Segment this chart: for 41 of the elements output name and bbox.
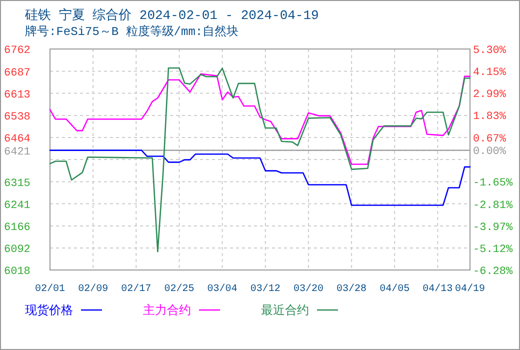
chart-title: 硅铁 宁夏 综合价 2024-02-01 - 2024-04-19 <box>24 7 319 23</box>
x-tick-label: 02/01 <box>34 283 66 295</box>
y2-tick-label: 1.83% <box>473 111 506 124</box>
y-tick-label: 6241 <box>4 200 31 212</box>
chart-subtitle: 牌号:FeSi75～B 粒度等级/mm:自然块 <box>25 24 239 39</box>
y2-tick-label: -3.97% <box>473 222 514 234</box>
y2-tick-label: -6.28% <box>473 266 514 278</box>
y2-tick-label: 5.30% <box>473 45 506 57</box>
y2-tick-label: 0.67% <box>473 133 506 146</box>
y-tick-label: 6315 <box>4 178 30 190</box>
y2-tick-label: -5.12% <box>473 244 514 256</box>
y-tick-label: 6464 <box>4 134 31 146</box>
y2-tick-label: -2.81% <box>473 200 514 212</box>
x-tick-label: 02/09 <box>78 283 108 295</box>
x-tick-label: 02/17 <box>121 283 152 295</box>
legend-label: 主力合约 <box>143 303 191 317</box>
x-tick-label: 04/19 <box>454 283 486 295</box>
x-tick-label: 04/13 <box>422 283 453 295</box>
y-tick-label: 6421 <box>4 146 31 158</box>
y-tick-label: 6762 <box>4 45 30 57</box>
y-tick-label: 6018 <box>4 266 30 278</box>
legend-label: 现货价格 <box>25 303 73 317</box>
x-tick-label: 03/20 <box>293 283 324 295</box>
line-series <box>49 150 471 206</box>
y2-tick-label: -1.65% <box>473 178 514 190</box>
legend-label: 最近合约 <box>261 303 309 317</box>
x-tick-label: 03/28 <box>336 283 367 295</box>
y-tick-label: 6613 <box>4 89 30 102</box>
x-tick-label: 03/04 <box>207 283 238 295</box>
y-tick-label: 6687 <box>4 67 30 80</box>
x-tick-label: 03/12 <box>250 283 280 295</box>
x-tick-label: 04/05 <box>380 283 410 295</box>
y-tick-label: 6166 <box>4 222 30 234</box>
y-tick-label: 6092 <box>4 244 30 256</box>
y2-tick-label: 0.00% <box>473 146 506 158</box>
line-series <box>49 67 471 252</box>
y2-tick-label: 4.15% <box>473 66 506 79</box>
y2-tick-label: 2.99% <box>473 89 506 102</box>
x-tick-label: 02/25 <box>164 283 194 295</box>
y-tick-label: 6538 <box>4 112 30 124</box>
line-series <box>49 73 471 165</box>
